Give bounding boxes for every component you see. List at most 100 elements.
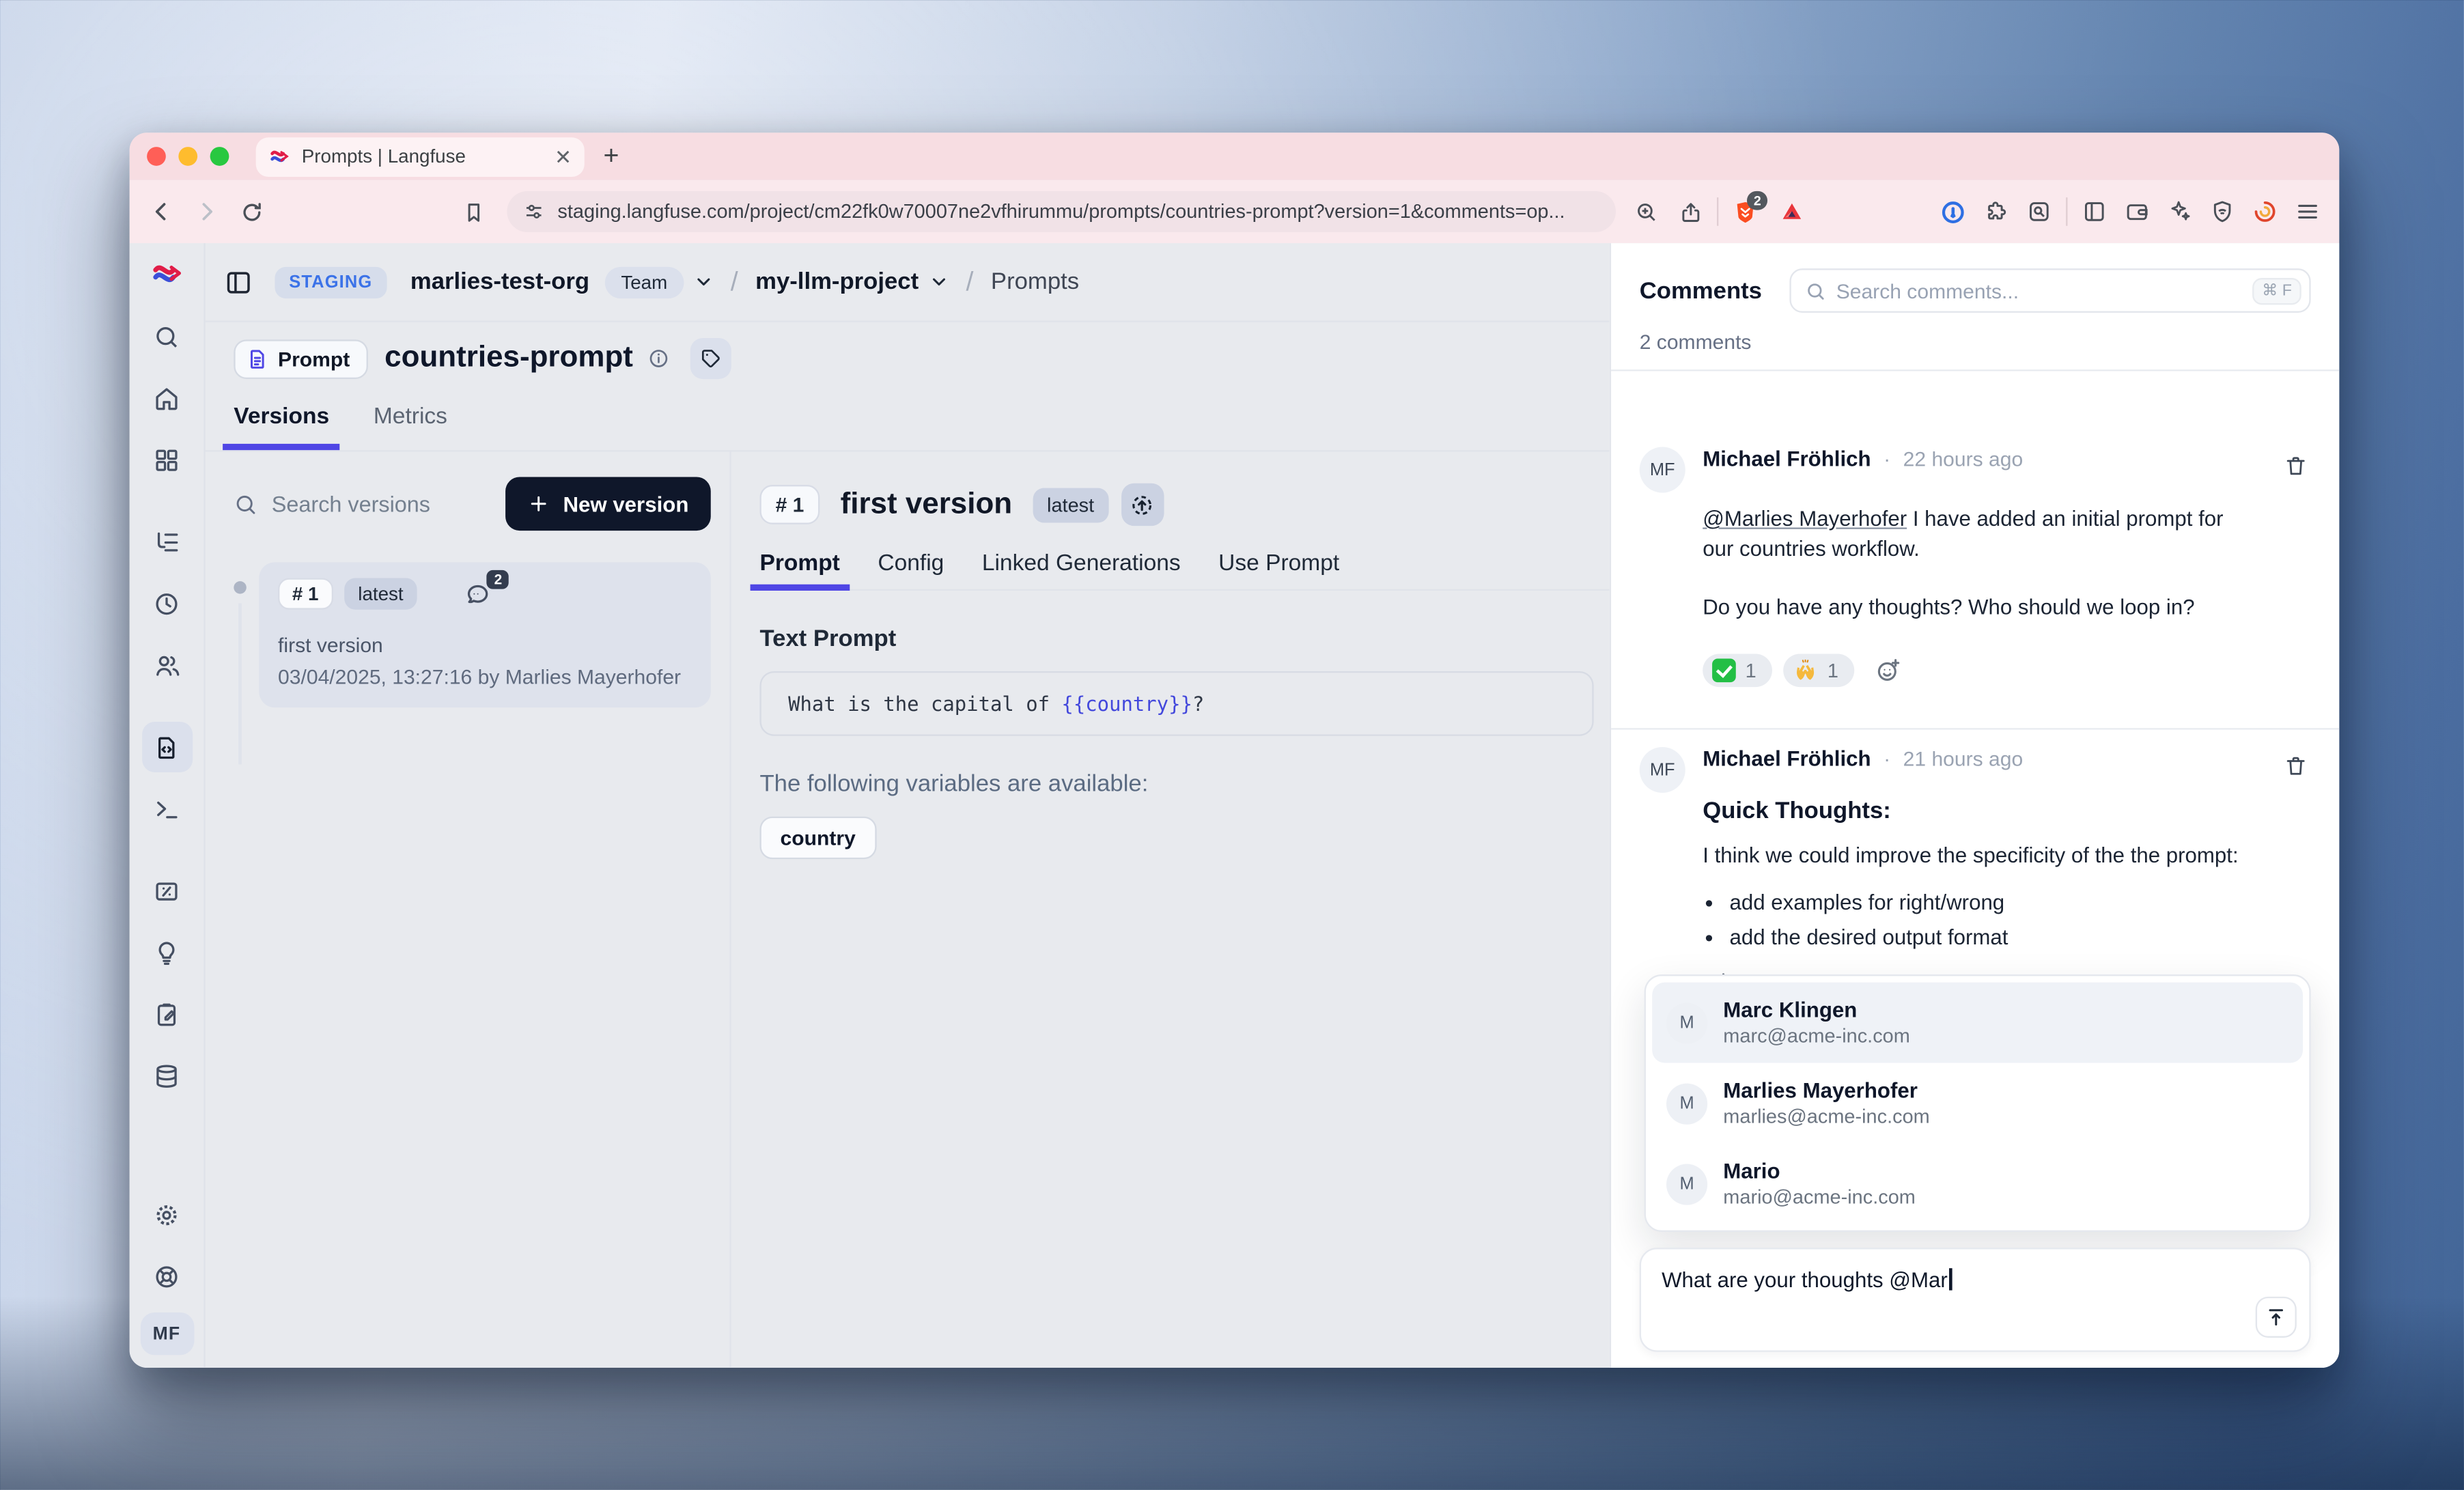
comment-heading: Quick Thoughts:: [1703, 797, 1891, 825]
mention-link[interactable]: @Marlies Mayerhofer: [1703, 507, 1907, 531]
avatar: MF: [1639, 447, 1685, 493]
comment-bubble-icon[interactable]: 2: [465, 569, 509, 607]
delete-comment-icon[interactable]: [2284, 453, 2308, 479]
mention-option-mario[interactable]: M Mario mario@acme-inc.com: [1652, 1143, 2303, 1224]
tab-linked-generations[interactable]: Linked Generations: [981, 551, 1181, 577]
comment-item: MF Michael Fröhlich · 21 hours ago Quick…: [1639, 730, 2311, 998]
firefox-swirl-icon[interactable]: [2252, 199, 2278, 224]
langfuse-logo[interactable]: [150, 257, 184, 289]
breadcrumb-section[interactable]: Prompts: [990, 268, 1080, 296]
sidebar-item-users[interactable]: [141, 640, 192, 690]
detail-tabs: Prompt Config Linked Generations Use Pro…: [750, 551, 1610, 591]
breadcrumb-org[interactable]: marlies-test-org: [410, 268, 590, 296]
delete-comment-icon[interactable]: [2284, 753, 2308, 778]
comments-count: 2 comments: [1639, 330, 1752, 354]
version-list-item[interactable]: # 1 latest 2 first version 03/04/2025, 1…: [259, 562, 711, 708]
search-icon: [1807, 283, 1823, 299]
sidebar-item-prompts[interactable]: [141, 721, 193, 772]
tab-use-prompt[interactable]: Use Prompt: [1218, 551, 1340, 577]
browser-window: Prompts | Langfuse ✕ + staging.langfuse.…: [129, 132, 2340, 1368]
back-icon[interactable]: [148, 199, 173, 224]
comments-title: Comments: [1639, 277, 1762, 305]
url-bar[interactable]: staging.langfuse.com/project/cm22fk0w700…: [507, 191, 1616, 232]
share-icon[interactable]: [1679, 200, 1703, 224]
tab-metrics[interactable]: Metrics: [373, 404, 447, 430]
app-header: STAGING marlies-test-org Team / my-llm-p…: [205, 243, 1610, 322]
comment-input[interactable]: What are your thoughts @Mar: [1639, 1248, 2311, 1352]
sidebar-item-evaluation[interactable]: [141, 865, 192, 916]
bookmark-icon[interactable]: [463, 200, 485, 224]
brave-shields-icon[interactable]: 2: [1733, 190, 1768, 225]
chevron-down-icon[interactable]: [928, 272, 949, 292]
tab-config[interactable]: Config: [878, 551, 944, 577]
new-tab-button[interactable]: +: [603, 140, 619, 171]
timeline-dot: [234, 581, 247, 594]
shields-count-badge: 2: [1747, 190, 1768, 210]
menu-hamburger-icon[interactable]: [2295, 199, 2321, 224]
sidebar-item-settings[interactable]: [141, 1190, 192, 1240]
search-versions-input[interactable]: Search versions: [234, 491, 430, 516]
minimize-window-button[interactable]: [178, 147, 198, 166]
latest-badge: latest: [344, 578, 418, 610]
prompt-variable: {{country}}: [1061, 692, 1192, 716]
tag-icon[interactable]: [690, 337, 731, 380]
brave-rewards-icon[interactable]: [1778, 199, 1805, 224]
sidebar-item-annotation[interactable]: [141, 989, 192, 1039]
tab-versions[interactable]: Versions: [222, 395, 341, 451]
extension-icons: [1940, 197, 2320, 226]
user-avatar[interactable]: MF: [139, 1312, 194, 1355]
prompt-type-badge: Prompt: [234, 339, 367, 378]
comment-body-2: Do you have any thoughts? Who should we …: [1703, 595, 2195, 619]
submit-comment-button[interactable]: [2255, 1296, 2297, 1338]
toolbar-divider: [2066, 197, 2068, 226]
chevron-down-icon[interactable]: [692, 272, 713, 292]
tab-prompt[interactable]: Prompt: [750, 551, 850, 591]
comment-count-badge: 2: [487, 569, 509, 589]
version-meta: 03/04/2025, 13:27:16 by Marlies Mayerhof…: [278, 664, 682, 689]
maximize-window-button[interactable]: [210, 147, 229, 166]
url-text[interactable]: staging.langfuse.com/project/cm22fk0w700…: [557, 200, 1565, 223]
add-reaction-icon[interactable]: [1875, 657, 1901, 684]
version-number-badge: # 1: [759, 485, 820, 524]
breadcrumb-project[interactable]: my-llm-project: [755, 268, 919, 296]
sidebar-item-llm-as-judge[interactable]: [141, 927, 192, 978]
page-title: countries-prompt: [384, 341, 633, 375]
mention-option-marlies[interactable]: M Marlies Mayerhofer marlies@acme-inc.co…: [1652, 1063, 2303, 1144]
sidebar-item-playground[interactable]: [141, 783, 192, 834]
sidebar-item-sessions[interactable]: [141, 578, 192, 628]
sidebar-item-home[interactable]: [141, 373, 192, 423]
search-icon: [236, 494, 255, 514]
sidebar-item-tracing[interactable]: [141, 516, 192, 567]
tab-close-icon[interactable]: ✕: [555, 144, 572, 169]
wallet-icon[interactable]: [2125, 199, 2150, 224]
vpn-shield-icon[interactable]: [2210, 199, 2235, 224]
reload-icon[interactable]: [240, 200, 264, 224]
promote-version-icon[interactable]: [1121, 483, 1164, 526]
sidebar-toggle-icon[interactable]: [2082, 199, 2107, 224]
sidebar-item-dashboards[interactable]: [141, 434, 192, 485]
avatar: M: [1666, 1163, 1708, 1205]
sidebar-item-support[interactable]: [141, 1251, 192, 1302]
reaction-raising-hands[interactable]: 1: [1783, 653, 1855, 688]
variables-hint: The following variables are available:: [759, 770, 1149, 798]
comment-author: Michael Fröhlich: [1703, 447, 1871, 471]
reaction-check[interactable]: 1: [1703, 653, 1772, 688]
org-role-badge: Team: [605, 266, 684, 298]
sidebar-item-search[interactable]: [141, 311, 192, 362]
browser-tab[interactable]: Prompts | Langfuse ✕: [255, 137, 585, 176]
panel-toggle-icon[interactable]: [224, 268, 253, 296]
close-window-button[interactable]: [147, 147, 166, 166]
search-comments-input[interactable]: Search comments... ⌘ F: [1789, 268, 2311, 313]
zoom-page-icon[interactable]: [1635, 200, 1659, 224]
site-settings-icon[interactable]: [523, 201, 545, 223]
leo-ai-sparkle-icon[interactable]: [2167, 199, 2192, 224]
sidebar-item-datasets[interactable]: [141, 1050, 192, 1101]
extensions-puzzle-icon[interactable]: [1984, 199, 2009, 224]
forward-icon[interactable]: [194, 199, 219, 224]
new-version-button[interactable]: New version: [506, 477, 711, 531]
onepassword-icon[interactable]: [1940, 198, 1966, 225]
info-icon[interactable]: [647, 348, 669, 369]
search-box-icon[interactable]: [2026, 199, 2052, 224]
sidebar-rail: MF: [130, 243, 206, 1368]
mention-option-marc[interactable]: M Marc Klingen marc@acme-inc.com: [1652, 982, 2304, 1063]
